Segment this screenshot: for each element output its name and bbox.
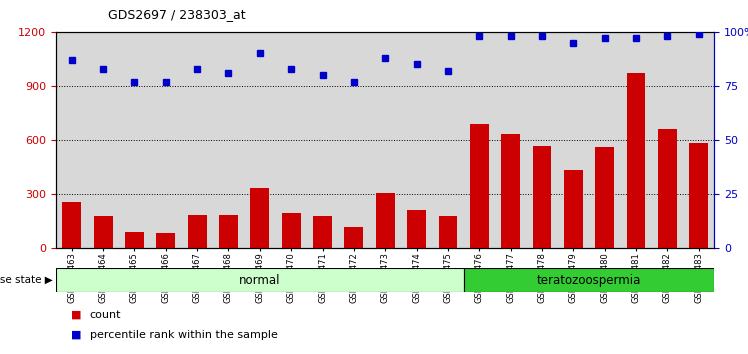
Bar: [464, 268, 714, 292]
Text: ■: ■: [71, 330, 82, 339]
Bar: [689, 143, 708, 248]
Bar: [564, 170, 583, 248]
Bar: [156, 233, 175, 248]
Bar: [438, 216, 457, 248]
Bar: [375, 193, 395, 248]
Bar: [62, 202, 82, 248]
Bar: [125, 232, 144, 248]
Text: normal: normal: [239, 274, 280, 286]
Bar: [56, 268, 464, 292]
Bar: [313, 216, 332, 248]
Text: count: count: [90, 310, 121, 320]
Bar: [282, 213, 301, 248]
Bar: [658, 129, 677, 248]
Bar: [251, 188, 269, 248]
Text: teratozoospermia: teratozoospermia: [537, 274, 641, 286]
Text: disease state ▶: disease state ▶: [0, 275, 52, 285]
Bar: [627, 73, 646, 248]
Text: percentile rank within the sample: percentile rank within the sample: [90, 330, 278, 339]
Bar: [407, 210, 426, 248]
Text: GDS2697 / 238303_at: GDS2697 / 238303_at: [108, 8, 246, 21]
Bar: [533, 146, 551, 248]
Bar: [501, 135, 520, 248]
Bar: [345, 227, 364, 248]
Bar: [595, 147, 614, 248]
Bar: [470, 124, 488, 248]
Text: ■: ■: [71, 310, 82, 320]
Bar: [188, 215, 206, 248]
Bar: [94, 216, 112, 248]
Bar: [219, 215, 238, 248]
